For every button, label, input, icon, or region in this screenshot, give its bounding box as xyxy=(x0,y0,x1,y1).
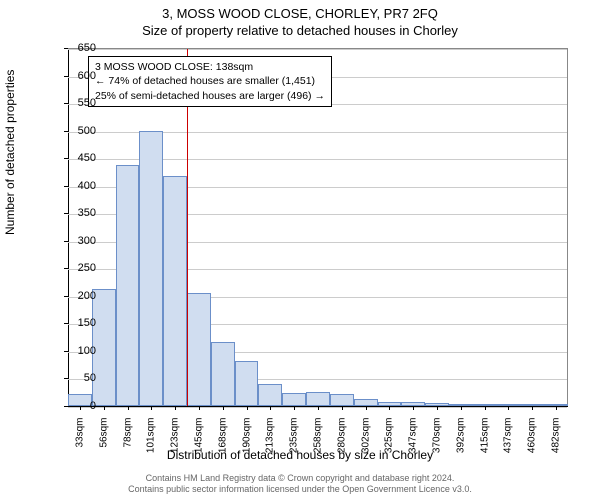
annotation-line: 25% of semi-detached houses are larger (… xyxy=(95,89,325,103)
y-tick-mark xyxy=(64,213,68,214)
y-tick-label: 200 xyxy=(56,290,96,302)
x-tick-mark xyxy=(342,406,343,410)
x-tick-label: 145sqm xyxy=(193,418,204,468)
histogram-bar xyxy=(282,393,306,406)
x-tick-mark xyxy=(80,406,81,410)
histogram-bar xyxy=(116,165,140,406)
chart-plot-area: 3 MOSS WOOD CLOSE: 138sqm← 74% of detach… xyxy=(68,48,568,406)
y-tick-label: 600 xyxy=(56,70,96,82)
x-tick-mark xyxy=(104,406,105,410)
y-tick-mark xyxy=(64,48,68,49)
x-tick-mark xyxy=(318,406,319,410)
x-tick-mark xyxy=(247,406,248,410)
x-tick-label: 168sqm xyxy=(217,418,228,468)
y-tick-mark xyxy=(64,186,68,187)
y-tick-mark xyxy=(64,351,68,352)
x-tick-label: 302sqm xyxy=(360,418,371,468)
y-axis-label: Number of detached properties xyxy=(3,70,17,235)
x-tick-mark xyxy=(223,406,224,410)
y-tick-mark xyxy=(64,406,68,407)
y-tick-label: 650 xyxy=(56,42,96,54)
x-tick-mark xyxy=(128,406,129,410)
y-tick-mark xyxy=(64,296,68,297)
y-tick-label: 250 xyxy=(56,262,96,274)
x-tick-mark xyxy=(461,406,462,410)
y-tick-mark xyxy=(64,158,68,159)
histogram-bar xyxy=(258,384,282,406)
x-tick-label: 190sqm xyxy=(241,418,252,468)
y-tick-label: 450 xyxy=(56,152,96,164)
footer-line-1: Contains HM Land Registry data © Crown c… xyxy=(0,473,600,485)
y-tick-mark xyxy=(64,131,68,132)
histogram-bar xyxy=(306,392,330,406)
y-tick-label: 100 xyxy=(56,345,96,357)
histogram-bar xyxy=(354,399,378,406)
histogram-bar xyxy=(187,293,211,406)
x-tick-label: 437sqm xyxy=(503,418,514,468)
y-tick-mark xyxy=(64,103,68,104)
x-tick-label: 33sqm xyxy=(74,418,85,468)
x-tick-label: 370sqm xyxy=(432,418,443,468)
x-tick-label: 123sqm xyxy=(170,418,181,468)
annotation-box: 3 MOSS WOOD CLOSE: 138sqm← 74% of detach… xyxy=(88,56,332,107)
gridline xyxy=(68,49,567,50)
histogram-bar xyxy=(139,131,163,406)
y-tick-mark xyxy=(64,378,68,379)
footer-line-2: Contains public sector information licen… xyxy=(0,484,600,496)
x-tick-label: 460sqm xyxy=(527,418,538,468)
x-tick-mark xyxy=(413,406,414,410)
chart-title-main: 3, MOSS WOOD CLOSE, CHORLEY, PR7 2FQ xyxy=(0,0,600,21)
x-tick-label: 78sqm xyxy=(122,418,133,468)
chart-title-sub: Size of property relative to detached ho… xyxy=(0,21,600,38)
x-tick-label: 213sqm xyxy=(265,418,276,468)
x-tick-label: 325sqm xyxy=(384,418,395,468)
histogram-bar xyxy=(211,342,235,406)
x-tick-label: 56sqm xyxy=(98,418,109,468)
x-tick-mark xyxy=(151,406,152,410)
histogram-bar xyxy=(235,361,259,406)
x-tick-label: 101sqm xyxy=(146,418,157,468)
y-tick-mark xyxy=(64,241,68,242)
y-tick-mark xyxy=(64,323,68,324)
x-tick-mark xyxy=(437,406,438,410)
y-tick-label: 50 xyxy=(56,372,96,384)
annotation-line: 3 MOSS WOOD CLOSE: 138sqm xyxy=(95,60,325,74)
y-tick-label: 0 xyxy=(56,400,96,412)
x-tick-label: 347sqm xyxy=(408,418,419,468)
x-tick-label: 415sqm xyxy=(479,418,490,468)
y-tick-label: 150 xyxy=(56,317,96,329)
y-tick-label: 350 xyxy=(56,207,96,219)
x-tick-mark xyxy=(294,406,295,410)
x-tick-label: 235sqm xyxy=(289,418,300,468)
x-tick-mark xyxy=(270,406,271,410)
x-tick-label: 258sqm xyxy=(313,418,324,468)
x-tick-mark xyxy=(508,406,509,410)
footer-attribution: Contains HM Land Registry data © Crown c… xyxy=(0,473,600,496)
x-tick-mark xyxy=(485,406,486,410)
y-tick-mark xyxy=(64,76,68,77)
x-tick-mark xyxy=(556,406,557,410)
y-tick-label: 550 xyxy=(56,97,96,109)
x-tick-label: 280sqm xyxy=(336,418,347,468)
histogram-bar xyxy=(330,394,354,406)
y-tick-label: 500 xyxy=(56,125,96,137)
x-tick-label: 392sqm xyxy=(455,418,466,468)
x-tick-mark xyxy=(389,406,390,410)
y-tick-label: 400 xyxy=(56,180,96,192)
y-tick-mark xyxy=(64,268,68,269)
x-tick-mark xyxy=(199,406,200,410)
y-tick-label: 300 xyxy=(56,235,96,247)
x-tick-mark xyxy=(532,406,533,410)
x-tick-mark xyxy=(175,406,176,410)
x-tick-mark xyxy=(366,406,367,410)
x-tick-label: 482sqm xyxy=(551,418,562,468)
annotation-line: ← 74% of detached houses are smaller (1,… xyxy=(95,74,325,88)
histogram-bar xyxy=(163,176,187,406)
